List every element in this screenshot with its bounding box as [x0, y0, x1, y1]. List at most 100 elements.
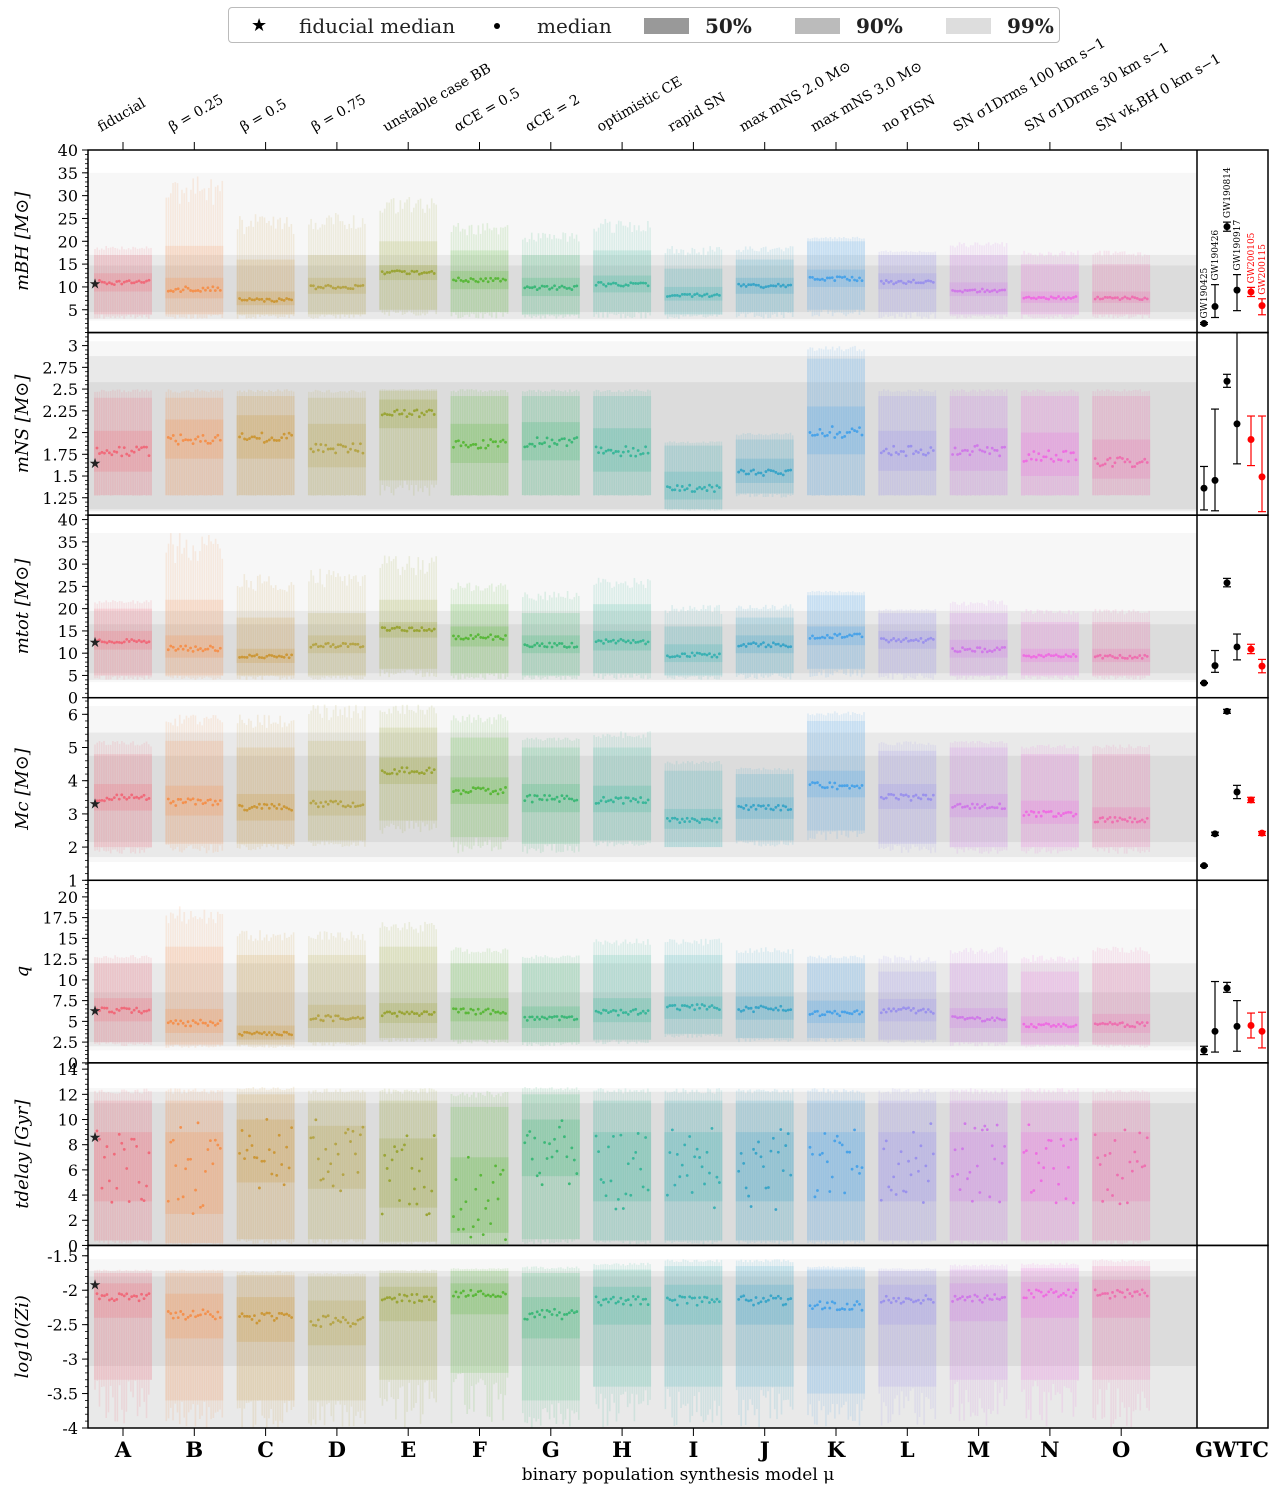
median-dot-J	[762, 804, 765, 808]
median-dot-K	[855, 632, 859, 636]
median-dot-H	[597, 639, 600, 642]
median-dot-N	[1047, 810, 1051, 814]
median-dot-N	[1024, 654, 1028, 658]
median-dot-O	[1111, 820, 1114, 824]
median-dot-M	[978, 1191, 982, 1194]
median-dot-F	[469, 633, 473, 637]
median-dot-A	[115, 640, 119, 644]
median-dot-M	[973, 1017, 977, 1021]
median-dot-B	[186, 1157, 190, 1161]
median-dot-N	[1039, 654, 1043, 657]
median-dot-M	[995, 806, 999, 810]
median-dot-O	[1116, 456, 1119, 460]
median-dot-I	[666, 816, 669, 820]
median-dot-C	[248, 1134, 251, 1138]
median-dot-K	[835, 1134, 839, 1138]
median-dot-O	[1125, 1023, 1129, 1027]
median-dot-K	[813, 1195, 817, 1199]
median-dot-G	[572, 284, 576, 288]
median-dot-O	[1098, 816, 1102, 820]
y-tick-label: 15	[58, 255, 78, 274]
median-dot-B	[194, 289, 197, 293]
median-dot-F	[459, 1007, 463, 1011]
median-dot-D	[354, 448, 357, 452]
band-90-J	[735, 774, 794, 841]
median-dot-D	[336, 645, 340, 649]
median-dot-H	[644, 801, 648, 805]
band-90-C	[236, 747, 295, 844]
median-dot-L	[912, 452, 915, 456]
median-dot-F	[459, 444, 463, 448]
median-dot-M	[983, 1019, 987, 1023]
median-dot-G	[563, 797, 566, 800]
median-dot-L	[917, 796, 920, 800]
median-dot-G	[545, 436, 549, 440]
median-dot-F	[476, 1007, 480, 1011]
median-dot-F	[496, 277, 500, 280]
median-dot-C	[248, 297, 251, 300]
median-dot-B	[174, 1164, 178, 1168]
median-dot-A	[127, 1007, 131, 1011]
median-dot-C	[243, 298, 246, 302]
median-dot-D	[321, 1019, 325, 1023]
median-dot-D	[331, 1019, 335, 1023]
median-dot-H	[609, 282, 613, 286]
median-dot-O	[1108, 1151, 1112, 1155]
median-dot-I	[685, 487, 689, 491]
median-dot-L	[919, 636, 923, 640]
median-dot-J	[737, 644, 741, 648]
median-dot-I	[668, 1151, 672, 1154]
median-dot-E	[432, 1134, 436, 1137]
median-dot-B	[208, 441, 212, 445]
band-50-A	[94, 630, 152, 650]
median-dot-F	[494, 789, 497, 793]
median-dot-F	[496, 635, 500, 638]
median-dot-K	[830, 636, 834, 640]
median-dot-G	[567, 286, 571, 290]
median-dot-I	[710, 1126, 714, 1130]
median-dot-N	[1039, 459, 1043, 462]
median-dot-G	[525, 1018, 529, 1022]
median-dot-L	[917, 1169, 920, 1173]
median-dot-J	[784, 1144, 788, 1147]
band-90-I	[664, 445, 723, 510]
median-dot-F	[484, 789, 488, 792]
y-tick-label: 0	[68, 689, 78, 708]
median-dot-O	[1118, 653, 1122, 657]
band-90-E	[379, 241, 438, 310]
median-dot-F	[489, 633, 493, 637]
median-dot-H	[634, 641, 638, 644]
median-dot-K	[833, 1009, 837, 1013]
band-90-O	[1092, 963, 1151, 1045]
median-dot-H	[604, 449, 608, 453]
median-dot-C	[275, 807, 279, 810]
median-dot-O	[1138, 460, 1142, 464]
y-tick-label: 10	[58, 644, 78, 663]
median-dot-J	[776, 1150, 780, 1154]
median-dot-E	[398, 412, 401, 416]
median-dot-J	[779, 284, 783, 288]
median-dot-G	[530, 442, 534, 446]
median-dot-F	[491, 440, 495, 444]
median-dot-B	[186, 1020, 190, 1024]
median-dot-O	[1140, 656, 1144, 660]
band-50-L	[878, 1132, 937, 1202]
median-dot-G	[535, 288, 539, 291]
median-dot-L	[894, 1193, 898, 1196]
median-dot-E	[400, 412, 404, 416]
median-dot-A	[137, 279, 141, 283]
median-dot-C	[250, 805, 254, 809]
band-90-K	[807, 595, 865, 669]
median-dot-I	[690, 1191, 694, 1194]
median-dot-I	[683, 820, 687, 823]
band-90-C	[236, 1094, 295, 1240]
median-dot-E	[403, 1012, 406, 1016]
median-dot-D	[314, 1118, 318, 1122]
median-dot-D	[346, 450, 350, 454]
y-tick-label: 6	[68, 705, 78, 724]
obs-point	[1258, 302, 1266, 310]
median-dot-F	[501, 638, 505, 641]
median-dot-I	[695, 819, 699, 823]
median-dot-G	[540, 1183, 544, 1187]
median-dot-D	[331, 447, 335, 451]
